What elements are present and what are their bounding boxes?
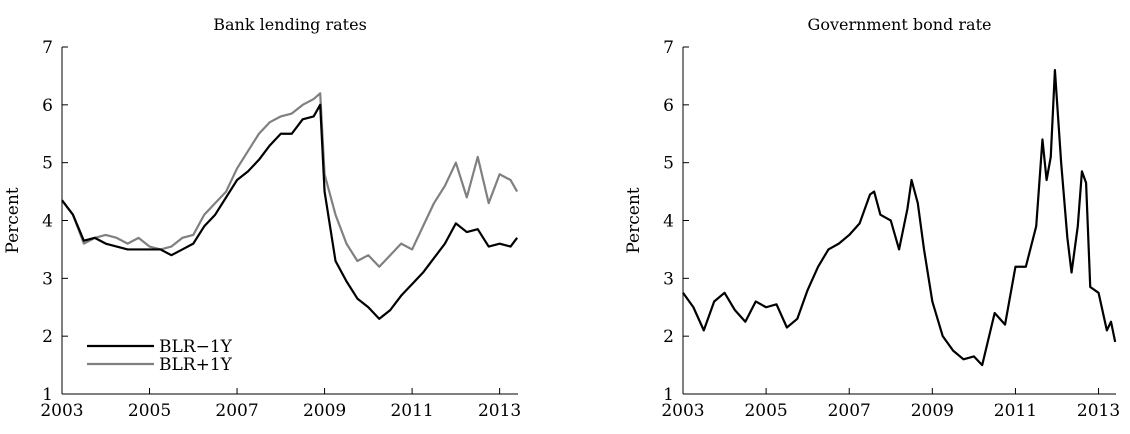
x-tick-label: 2009 bbox=[911, 401, 954, 421]
y-tick-label: 3 bbox=[663, 269, 674, 289]
x-tick-label: 2005 bbox=[128, 401, 171, 421]
x-tick-label: 2011 bbox=[390, 401, 433, 421]
y-tick-label: 4 bbox=[42, 212, 53, 232]
y-tick-label: 7 bbox=[42, 38, 53, 58]
x-tick-label: 2007 bbox=[828, 401, 871, 421]
legend-label: BLR+1Y bbox=[159, 355, 233, 375]
y-tick-label: 7 bbox=[663, 38, 674, 58]
series-line bbox=[682, 69, 1117, 367]
x-tick-label: 2009 bbox=[303, 401, 346, 421]
series-line bbox=[61, 103, 518, 320]
x-tick-label: 2003 bbox=[40, 401, 83, 421]
y-axis-label: Percent bbox=[3, 187, 23, 253]
x-tick-label: 2003 bbox=[661, 401, 704, 421]
x-tick-label: 2005 bbox=[744, 401, 787, 421]
y-tick-label: 4 bbox=[663, 212, 674, 232]
chart-title: Government bond rate bbox=[808, 15, 992, 34]
x-tick-label: 2007 bbox=[215, 401, 258, 421]
y-tick-label: 1 bbox=[42, 385, 53, 405]
y-tick-label: 6 bbox=[42, 96, 53, 116]
y-tick-label: 5 bbox=[663, 154, 674, 174]
series-line bbox=[61, 92, 519, 268]
y-tick-label: 2 bbox=[663, 327, 674, 347]
y-tick-label: 5 bbox=[42, 154, 53, 174]
y-tick-label: 1 bbox=[663, 385, 674, 405]
y-tick-label: 2 bbox=[42, 327, 53, 347]
y-axis-label: Percent bbox=[624, 187, 644, 253]
x-tick-label: 2011 bbox=[994, 401, 1037, 421]
legend-label: BLR−1Y bbox=[159, 337, 233, 357]
y-tick-label: 3 bbox=[42, 269, 53, 289]
y-tick-label: 6 bbox=[663, 96, 674, 116]
x-tick-label: 2013 bbox=[1077, 401, 1120, 421]
chart-title: Bank lending rates bbox=[213, 15, 367, 34]
x-tick-label: 2013 bbox=[478, 401, 521, 421]
